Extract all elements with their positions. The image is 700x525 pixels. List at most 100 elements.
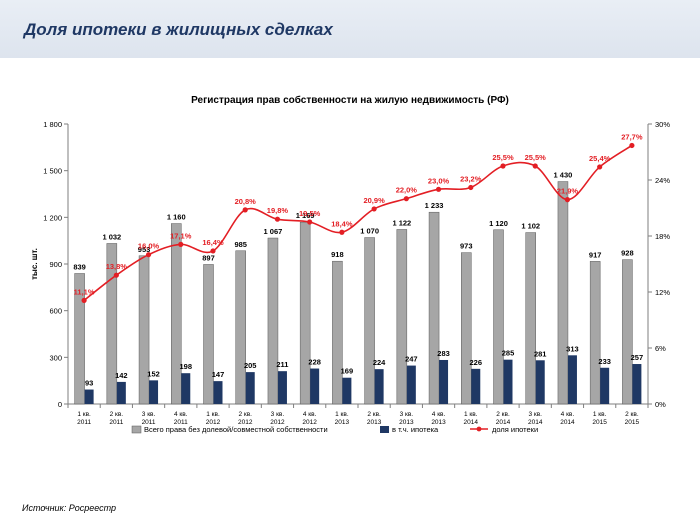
share-label: 23,2% — [460, 174, 482, 183]
y-tick-label-right: 30% — [655, 120, 670, 129]
x-tick-label-year: 2012 — [238, 419, 253, 426]
mortgage-bar-label: 283 — [437, 349, 450, 358]
total-bar — [203, 264, 214, 405]
share-line — [83, 144, 633, 302]
legend-label-mortgage: в т.ч. ипотека — [392, 425, 439, 434]
total-bar-label: 1 233 — [425, 201, 444, 210]
x-tick-label-year: 2015 — [592, 419, 607, 426]
total-bar-label: 1 120 — [489, 219, 508, 228]
mortgage-bar-label: 224 — [373, 358, 386, 367]
share-label: 22,0% — [396, 186, 418, 195]
legend-swatch-mortgage — [380, 426, 389, 433]
total-bar — [364, 237, 375, 405]
x-tick-label-year: 2013 — [367, 419, 382, 426]
share-label: 23,0% — [428, 176, 450, 185]
y-tick-label-right: 24% — [655, 176, 670, 185]
mortgage-bar-label: 147 — [212, 370, 225, 379]
total-bar-label: 897 — [202, 253, 215, 262]
share-label: 13,8% — [106, 262, 128, 271]
total-bar-label: 1 430 — [554, 171, 573, 180]
total-bar — [589, 261, 601, 405]
x-tick-label-quarter: 1 кв. — [335, 411, 349, 418]
total-bar-label: 928 — [621, 249, 634, 258]
share-point — [500, 163, 506, 169]
total-bar-label: 1 122 — [392, 218, 411, 227]
total-bar-label: 953 — [138, 245, 151, 254]
y-axis-label: тыс. шт. — [30, 248, 39, 280]
total-bar-label: 973 — [460, 242, 473, 251]
x-tick-label-year: 2012 — [302, 419, 317, 426]
y-tick-label-left: 600 — [49, 307, 62, 316]
share-label: 11,1% — [74, 287, 95, 296]
share-label: 25,5% — [492, 153, 514, 162]
total-bar — [171, 223, 182, 405]
source-note: Источник: Росреестр — [22, 503, 117, 513]
total-bar-label: 917 — [589, 250, 602, 259]
share-label: 21,9% — [557, 187, 579, 196]
share-point — [468, 184, 474, 191]
total-bar-label: 1 160 — [167, 213, 186, 222]
x-tick-label-quarter: 1 кв. — [464, 411, 478, 418]
x-tick-label-year: 2013 — [431, 419, 446, 426]
share-point — [242, 207, 248, 213]
mortgage-bar-label: 257 — [631, 353, 644, 362]
share-point — [629, 142, 635, 149]
mortgage-bar-label: 233 — [598, 357, 611, 366]
y-tick-label-left: 1 800 — [43, 120, 62, 129]
x-tick-label-quarter: 4 кв. — [561, 411, 575, 418]
x-tick-label-quarter: 2 кв. — [625, 411, 639, 418]
x-tick-label-quarter: 2 кв. — [238, 411, 252, 418]
slide-title: Доля ипотеки в жилищных сделках — [24, 20, 333, 39]
total-bar — [299, 221, 311, 405]
mortgage-bar — [149, 380, 159, 404]
x-tick-label-quarter: 2 кв. — [110, 411, 124, 418]
total-bar — [106, 243, 118, 405]
mortgage-bar — [213, 381, 223, 404]
mortgage-bar — [471, 368, 481, 404]
total-bar-label: 839 — [73, 262, 86, 271]
x-tick-label-quarter: 1 кв. — [77, 411, 91, 418]
mortgage-bar-label: 281 — [534, 349, 547, 358]
y-tick-label-left: 1 500 — [43, 167, 62, 176]
mortgage-bar-label: 228 — [308, 358, 321, 367]
mortgage-bar — [567, 355, 577, 404]
total-bar-label: 1 032 — [102, 232, 121, 241]
mortgage-bar — [406, 365, 416, 404]
x-tick-label-year: 2014 — [528, 419, 543, 426]
x-tick-label-quarter: 4 кв. — [303, 411, 317, 418]
x-tick-label-quarter: 3 кв. — [142, 411, 156, 418]
mortgage-bar — [600, 367, 610, 404]
x-tick-label-year: 2011 — [77, 419, 91, 426]
x-tick-label-year: 2012 — [270, 419, 285, 426]
x-tick-label-year: 2011 — [109, 419, 123, 426]
share-point — [145, 252, 152, 258]
share-label: 19,8% — [267, 206, 289, 215]
y-tick-label-left: 900 — [49, 260, 62, 269]
mortgage-bar — [245, 372, 255, 404]
x-tick-label-year: 2014 — [560, 419, 575, 426]
share-label: 17,1% — [170, 231, 192, 240]
x-tick-label-year: 2011 — [174, 419, 188, 426]
mortgage-bar-label: 93 — [85, 379, 93, 388]
total-bar — [235, 250, 246, 405]
share-point — [532, 163, 538, 169]
total-bar — [557, 181, 569, 405]
share-label: 20,9% — [363, 196, 385, 205]
share-point — [178, 241, 184, 247]
total-bar — [396, 229, 408, 405]
x-tick-label-quarter: 4 кв. — [432, 411, 446, 418]
mortgage-bar — [632, 364, 642, 404]
share-point — [339, 229, 345, 235]
total-bar-label: 1 102 — [521, 222, 540, 231]
legend-swatch-total — [131, 425, 142, 434]
x-tick-label-quarter: 4 кв. — [174, 411, 188, 418]
mortgage-bar-label: 247 — [405, 355, 418, 364]
mortgage-bar — [342, 377, 352, 404]
x-tick-label-quarter: 3 кв. — [528, 411, 542, 418]
total-bar — [622, 259, 633, 405]
total-bar-label: 1 067 — [264, 227, 283, 236]
legend-label-total: Всего права без долевой/совместной собст… — [144, 425, 328, 434]
mortgage-bar-label: 313 — [566, 344, 579, 353]
x-tick-label-year: 2014 — [464, 419, 479, 426]
